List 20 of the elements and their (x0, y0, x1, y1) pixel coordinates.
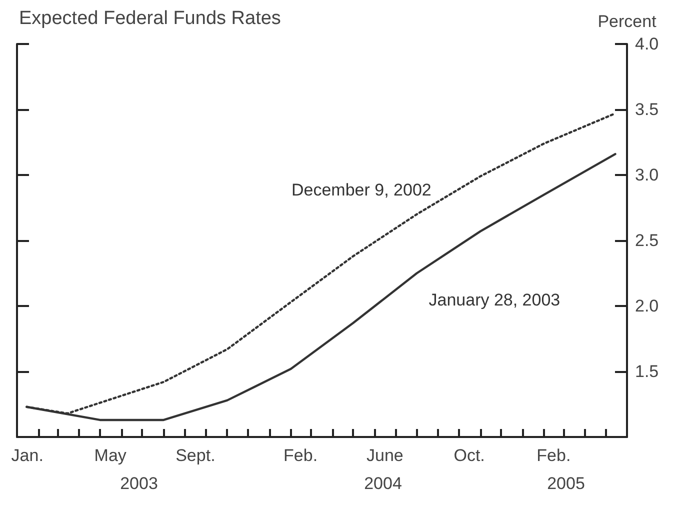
x-tick-label: Sept. (176, 446, 216, 465)
text: 2003 (120, 474, 158, 493)
x-tick-label: June (366, 446, 404, 465)
x-tick-label: May (94, 446, 127, 465)
x-tick-label: Feb. (284, 446, 318, 465)
y-tick-label: 4.0 (635, 34, 659, 54)
series-label: January 28, 2003 (428, 290, 560, 310)
y-tick-label: 3.5 (635, 100, 659, 119)
x-tick-label: Feb. (536, 446, 571, 465)
x-tick-label: Oct. (454, 446, 485, 465)
y-tick-label: 1.5 (635, 362, 659, 381)
text: 2004 (364, 474, 402, 493)
x-tick-label: Jan. (11, 446, 44, 465)
y-axis-title: Percent (598, 12, 657, 31)
series-label: December 9, 2002 (292, 180, 432, 200)
text: 2005 (547, 474, 585, 493)
y-tick-label: 2.5 (635, 231, 659, 250)
y-tick-label: 3.0 (635, 166, 659, 184)
chart-title: Expected Federal Funds Rates (19, 8, 281, 29)
y-tick-label: 2.0 (635, 296, 659, 316)
